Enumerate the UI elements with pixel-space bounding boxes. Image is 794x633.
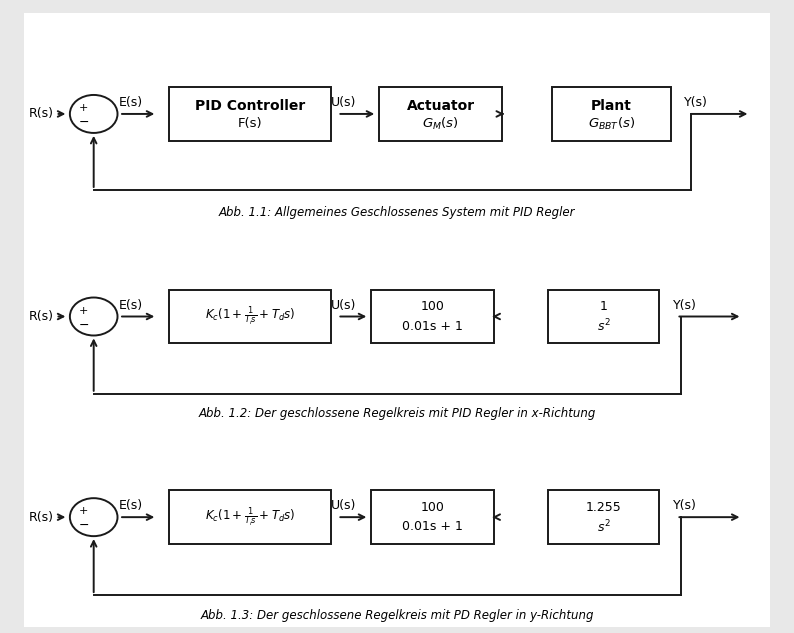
Text: Y(s): Y(s) bbox=[684, 96, 708, 109]
Text: +: + bbox=[79, 306, 88, 316]
Text: Abb. 1.3: Der geschlossene Regelkreis mit PD Regler in y-Richtung: Abb. 1.3: Der geschlossene Regelkreis mi… bbox=[200, 609, 594, 622]
Text: R(s): R(s) bbox=[29, 511, 54, 523]
Text: −: − bbox=[79, 318, 89, 332]
FancyBboxPatch shape bbox=[371, 290, 494, 343]
Text: U(s): U(s) bbox=[331, 96, 357, 109]
Text: 0.01s + 1: 0.01s + 1 bbox=[403, 320, 463, 333]
Text: −: − bbox=[79, 519, 89, 532]
Text: 0.01s + 1: 0.01s + 1 bbox=[403, 520, 463, 534]
Text: Plant: Plant bbox=[591, 99, 632, 113]
Text: Actuator: Actuator bbox=[407, 99, 475, 113]
FancyBboxPatch shape bbox=[169, 87, 332, 141]
FancyBboxPatch shape bbox=[380, 87, 503, 141]
Text: R(s): R(s) bbox=[29, 108, 54, 120]
Text: +: + bbox=[79, 103, 88, 113]
Text: 100: 100 bbox=[421, 501, 445, 514]
Text: +: + bbox=[79, 506, 88, 517]
Text: Abb. 1.2: Der geschlossene Regelkreis mit PID Regler in x-Richtung: Abb. 1.2: Der geschlossene Regelkreis mi… bbox=[198, 407, 596, 420]
FancyBboxPatch shape bbox=[548, 290, 659, 343]
FancyBboxPatch shape bbox=[548, 491, 659, 544]
Text: $s^2$: $s^2$ bbox=[596, 318, 611, 334]
Text: E(s): E(s) bbox=[119, 499, 143, 512]
Text: U(s): U(s) bbox=[331, 499, 357, 512]
Text: 1.255: 1.255 bbox=[585, 501, 622, 514]
Text: $K_c(1+\frac{1}{T_i s}+T_d s)$: $K_c(1+\frac{1}{T_i s}+T_d s)$ bbox=[205, 305, 295, 328]
FancyBboxPatch shape bbox=[24, 13, 770, 627]
Text: Y(s): Y(s) bbox=[673, 499, 696, 512]
FancyBboxPatch shape bbox=[169, 290, 332, 343]
Text: PID Controller: PID Controller bbox=[195, 99, 305, 113]
Text: Y(s): Y(s) bbox=[673, 299, 696, 311]
FancyBboxPatch shape bbox=[169, 491, 332, 544]
Text: R(s): R(s) bbox=[29, 310, 54, 323]
FancyBboxPatch shape bbox=[371, 491, 494, 544]
Text: Abb. 1.1: Allgemeines Geschlossenes System mit PID Regler: Abb. 1.1: Allgemeines Geschlossenes Syst… bbox=[219, 206, 575, 218]
Text: −: − bbox=[79, 116, 89, 129]
Text: E(s): E(s) bbox=[119, 299, 143, 311]
Text: 1: 1 bbox=[599, 300, 607, 313]
Text: $G_M(s)$: $G_M(s)$ bbox=[422, 116, 459, 132]
Text: $G_{BBT}(s)$: $G_{BBT}(s)$ bbox=[588, 116, 635, 132]
Text: $s^2$: $s^2$ bbox=[596, 518, 611, 535]
Text: U(s): U(s) bbox=[331, 299, 357, 311]
FancyBboxPatch shape bbox=[552, 87, 671, 141]
Text: F(s): F(s) bbox=[237, 117, 263, 130]
Text: 100: 100 bbox=[421, 300, 445, 313]
Text: $K_c(1+\frac{1}{T_i s}+T_d s)$: $K_c(1+\frac{1}{T_i s}+T_d s)$ bbox=[205, 506, 295, 529]
Text: E(s): E(s) bbox=[119, 96, 143, 109]
